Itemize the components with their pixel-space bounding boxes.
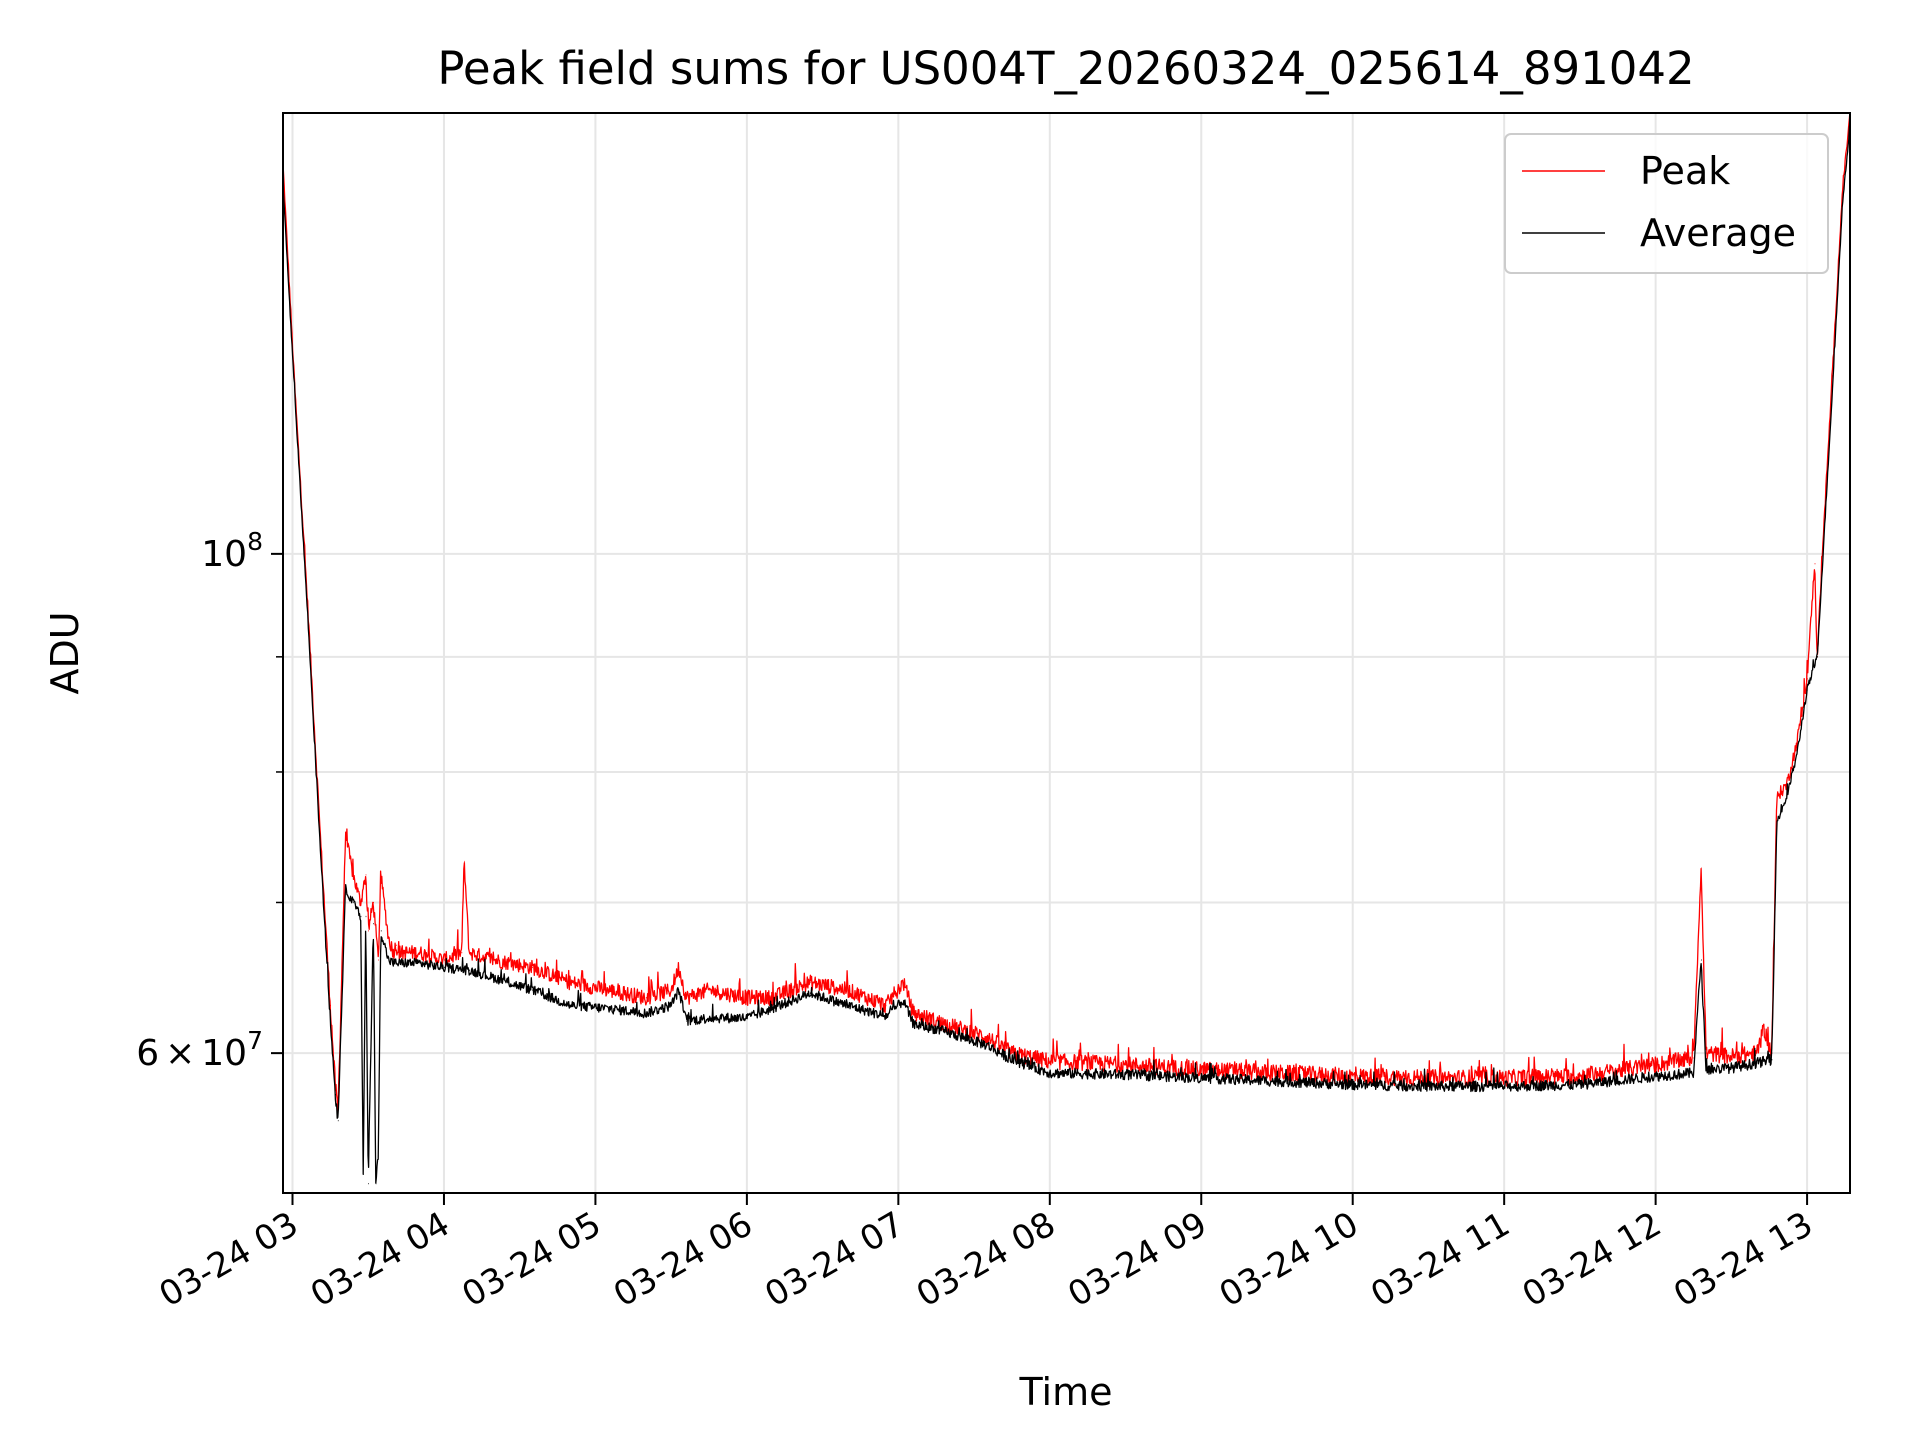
legend-box — [1504, 133, 1829, 274]
legend-label-average: Average — [1640, 211, 1796, 255]
legend: Peak Average — [1504, 133, 1829, 274]
grid — [283, 113, 1850, 1193]
y-tick-label-times: × — [165, 1033, 195, 1074]
chart-title: Peak field sums for US004T_20260324_0256… — [437, 42, 1694, 95]
y-tick-label-base: 6 — [136, 1033, 159, 1074]
y-tick-label-exp: 8 — [247, 527, 263, 556]
series-line-average — [283, 123, 1850, 1185]
y-axis-label: ADU — [43, 611, 87, 694]
y-tick-label-exp: 7 — [247, 1026, 263, 1055]
y-tick-label: 108 — [201, 527, 263, 575]
plot-frame — [282, 112, 1851, 1194]
series-line-peak — [283, 113, 1850, 1113]
legend-label-peak: Peak — [1640, 149, 1730, 193]
y-tick-label: 6 × 107 — [136, 1026, 263, 1074]
y-tick-label-exp-base: 10 — [201, 534, 247, 575]
x-axis-label: Time — [1019, 1370, 1113, 1414]
series-layer — [283, 113, 1850, 1185]
y-tick-label-exp-base: 10 — [201, 1033, 247, 1074]
